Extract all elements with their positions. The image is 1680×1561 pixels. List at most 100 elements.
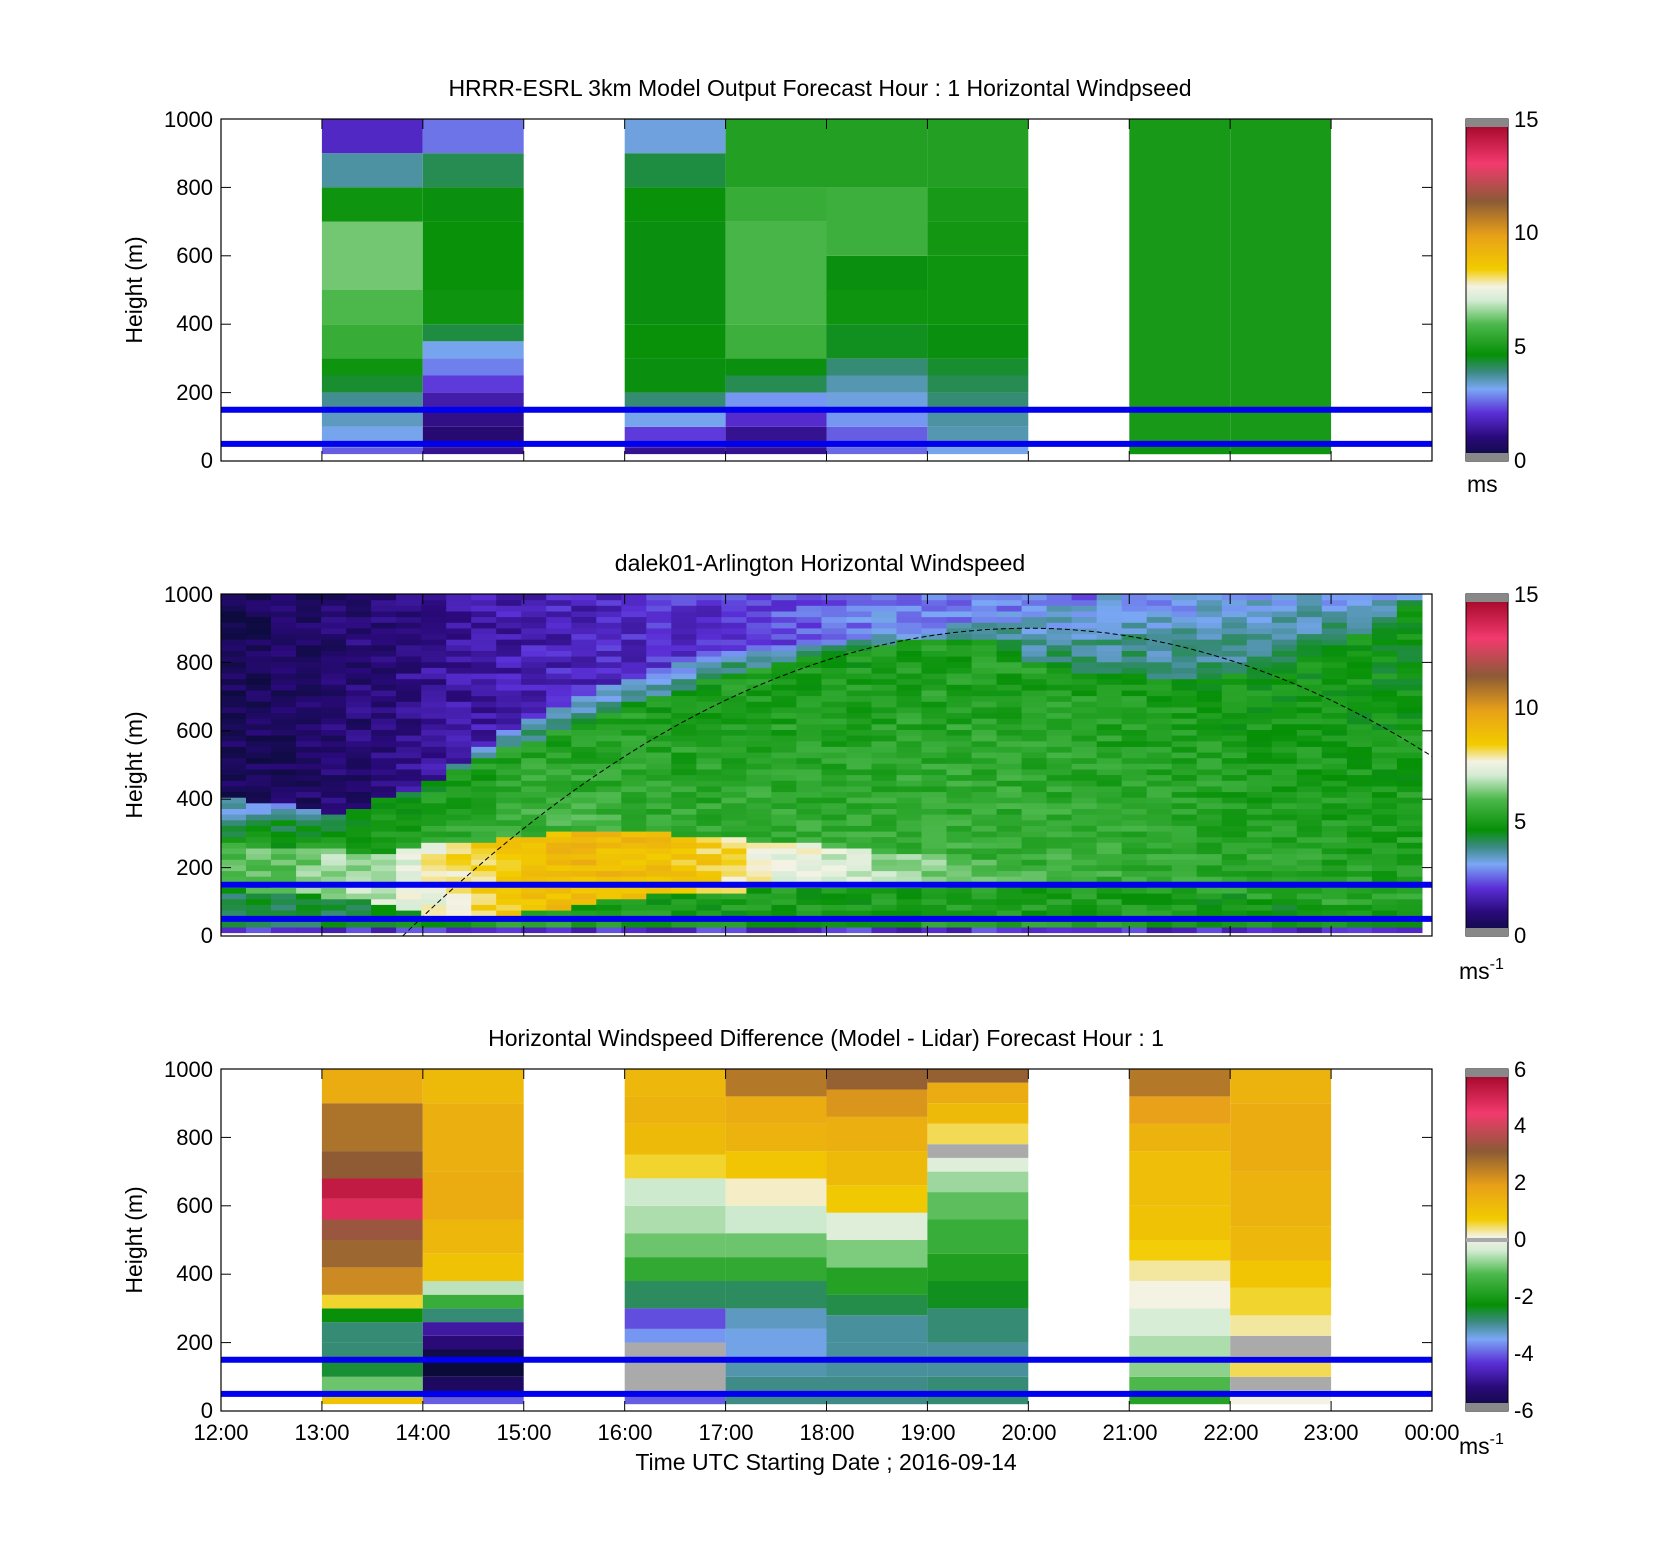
- heatmap-cell: [896, 616, 923, 623]
- heatmap-cell: [1246, 650, 1273, 657]
- heatmap-cell: [321, 187, 423, 222]
- heatmap-cell: [796, 814, 822, 821]
- heatmap-cell: [946, 774, 973, 781]
- heatmap-cell: [1021, 684, 1048, 691]
- heatmap-cell: [1096, 746, 1123, 753]
- heatmap-cell: [546, 785, 572, 793]
- heatmap-cell: [1296, 847, 1323, 855]
- heatmap-cell: [446, 735, 472, 742]
- heatmap-cell: [796, 661, 822, 668]
- heatmap-cell: [671, 802, 697, 809]
- heatmap-cell: [1321, 763, 1348, 770]
- heatmap-cell: [421, 893, 447, 900]
- heatmap-cell: [521, 893, 547, 900]
- heatmap-cell: [496, 763, 522, 770]
- heatmap-cell: [1096, 921, 1123, 928]
- colorbar-lidar: 0 5 10 15 ms-1: [1459, 582, 1538, 984]
- heatmap-cell: [596, 667, 622, 674]
- heatmap-cell: [871, 712, 898, 719]
- heatmap-cell: [1046, 633, 1073, 640]
- heatmap-cell: [396, 667, 422, 674]
- heatmap-cell: [896, 842, 923, 849]
- heatmap-cell: [271, 802, 297, 809]
- heatmap-cell: [221, 701, 247, 708]
- heatmap-cell: [446, 853, 472, 860]
- heatmap-cell: [821, 847, 848, 855]
- heatmap-cell: [346, 594, 372, 601]
- heatmap-cell: [596, 735, 622, 742]
- heatmap-cell: [246, 898, 272, 905]
- heatmap-cell: [1071, 740, 1098, 747]
- heatmap-cell: [221, 706, 247, 714]
- heatmap-cell: [271, 701, 297, 708]
- heatmap-cell: [896, 797, 923, 804]
- heatmap-cell: [1296, 605, 1323, 612]
- heatmap-cell: [246, 887, 272, 894]
- heatmap-cell: [826, 392, 928, 410]
- heatmap-cell: [521, 870, 547, 877]
- heatmap-cell: [796, 684, 822, 691]
- heatmap-cell: [624, 187, 726, 222]
- heatmap-cell: [721, 819, 747, 826]
- heatmap-cell: [746, 887, 772, 894]
- heatmap-cell: [571, 791, 597, 798]
- heatmap-cell: [1396, 622, 1423, 629]
- heatmap-cell: [1271, 910, 1298, 917]
- heatmap-cell: [971, 633, 998, 640]
- heatmap-cell: [821, 910, 848, 917]
- heatmap-cell: [421, 599, 447, 606]
- heatmap-cell: [1071, 684, 1098, 691]
- cbar-tick-label: 5: [1514, 334, 1526, 359]
- heatmap-cell: [1296, 661, 1323, 668]
- heatmap-cell: [1346, 768, 1373, 776]
- heatmap-cell: [1146, 752, 1173, 759]
- heatmap-cell: [896, 921, 923, 928]
- heatmap-cell: [396, 644, 422, 651]
- heatmap-cell: [896, 718, 923, 725]
- heatmap-cell: [1046, 718, 1073, 725]
- heatmap-cell: [271, 661, 297, 668]
- heatmap-cell: [621, 847, 647, 855]
- heatmap-cell: [1221, 859, 1248, 866]
- heatmap-cell: [371, 808, 397, 815]
- heatmap-cell: [422, 358, 524, 376]
- heatmap-cell: [221, 661, 247, 668]
- heatmap-cell: [1396, 644, 1423, 651]
- heatmap-cell: [321, 119, 423, 154]
- heatmap-cell: [296, 599, 322, 606]
- heatmap-cell: [1246, 599, 1273, 606]
- heatmap-cell: [771, 644, 797, 651]
- heatmap-cell: [1121, 650, 1148, 657]
- heatmap-cell: [971, 887, 998, 894]
- heatmap-cell: [1021, 847, 1048, 855]
- heatmap-cell: [871, 774, 898, 781]
- heatmap-cell: [621, 780, 647, 787]
- heatmap-cell: [1171, 689, 1198, 697]
- heatmap-cell: [821, 599, 848, 606]
- heatmap-cell: [321, 825, 347, 832]
- heatmap-cell: [271, 757, 297, 764]
- heatmap-cell: [646, 785, 672, 793]
- heatmap-cell: [721, 785, 747, 793]
- heatmap-cell: [624, 392, 726, 410]
- heatmap-cell: [521, 673, 547, 680]
- heatmap-cell: [421, 673, 447, 680]
- heatmap-cell: [1146, 802, 1173, 809]
- heatmap-cell: [521, 610, 547, 618]
- heatmap-cell: [1196, 870, 1223, 877]
- heatmap-cell: [725, 1308, 827, 1329]
- heatmap-cell: [221, 678, 247, 685]
- heatmap-cell: [746, 904, 772, 911]
- heatmap-cell: [321, 610, 347, 618]
- heatmap-cell: [496, 898, 522, 905]
- heatmap-cell: [946, 757, 973, 764]
- heatmap-cell: [1221, 785, 1248, 793]
- heatmap-cell: [521, 853, 547, 860]
- heatmap-cell: [771, 746, 797, 753]
- heatmap-cell: [1230, 1287, 1332, 1316]
- heatmap-cell: [246, 763, 272, 770]
- heatmap-cell: [871, 910, 898, 917]
- heatmap-cell: [321, 763, 347, 770]
- heatmap-cell: [421, 831, 447, 838]
- heatmap-cell: [421, 627, 447, 635]
